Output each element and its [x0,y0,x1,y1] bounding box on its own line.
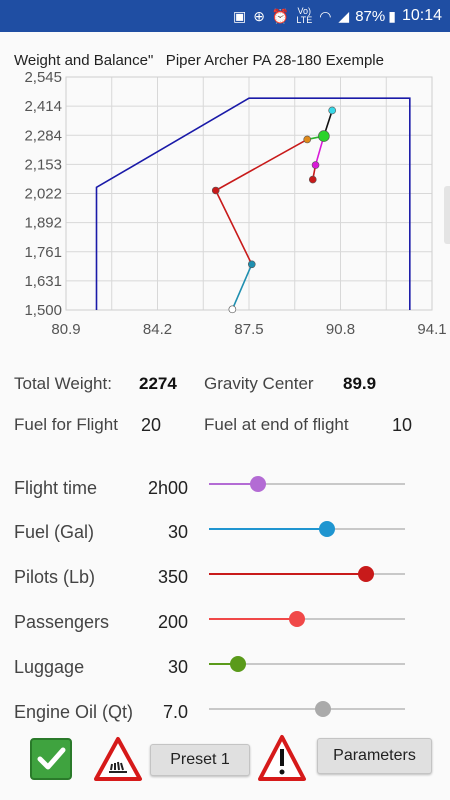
battery-percent: 87% [355,7,386,25]
slider-thumb[interactable] [314,701,331,717]
check-icon [37,747,66,770]
sim-icon: ▣ [232,7,247,24]
chart-ticks: 80.9 84.2 87.5 90.8 94.1 1,500 1,631 1,761 1,892… [24,69,446,338]
fuel-gauge-warning-icon [94,737,142,781]
slider-thumb[interactable] [289,611,306,627]
slider-label: Flight time [14,478,98,498]
confirm-checkbox[interactable] [30,738,72,780]
parameters-button[interactable]: Parameters [317,738,432,774]
x-tick-label: 84.2 [143,321,172,338]
slider-label: Luggage [14,657,85,677]
total-weight-label: Total Weight: [14,374,112,393]
engine-oil-slider[interactable] [209,701,405,717]
y-tick-label: 1,892 [24,215,62,232]
warning-icon [258,735,306,781]
slider-value: 200 [157,612,188,632]
limit-warning-button[interactable] [257,734,307,782]
chart-series [215,110,333,310]
y-tick-label: 2,153 [24,156,62,173]
slider-fill [209,483,258,485]
slider-fill [209,573,366,575]
chart-title: Weight and Balance" Piper Archer PA 28-1… [14,52,384,69]
clock: 10:14 [401,7,442,24]
slider-fill [209,528,327,530]
slider-value: 2h00 [147,478,188,498]
slider-thumb[interactable] [230,656,247,672]
gravity-center-label: Gravity Center [204,374,314,393]
chart-envelope [95,97,411,310]
y-tick-label: 2,022 [24,186,62,203]
chart-markers [211,106,336,314]
slider-fill [209,618,298,620]
weight-balance-chart: 80.9 84.2 87.5 90.8 94.1 1,500 1,631 1,761 1,892… [24,69,446,338]
fuel-end-value: 10 [392,415,413,435]
battery-icon: ▮ [388,7,396,24]
luggage-slider[interactable] [209,656,405,672]
data-point [247,260,256,269]
slider-fill [209,663,239,665]
fuel-warning-button[interactable] [93,736,143,782]
y-tick-label: 1,500 [24,302,62,319]
add-icon: ⊕ [253,7,265,24]
wifi-icon: ◠ [319,7,332,24]
fuel-for-flight-label: Fuel for Flight [14,415,118,434]
preset-button[interactable]: Preset 1 [150,744,250,776]
y-tick-label: 2,284 [24,127,62,144]
y-tick-label: 1,761 [24,244,62,261]
x-tick-label: 94.1 [417,321,446,338]
slider-value: 350 [157,567,188,587]
plot-frame [65,76,433,311]
data-point [303,135,312,144]
alarm-icon: ⏰ [271,7,290,24]
slider-thumb[interactable] [318,521,335,537]
slider-label: Fuel (Gal) [14,522,95,542]
series-line [215,138,308,192]
y-tick-label: 2,414 [24,98,62,115]
data-point [211,186,220,195]
slider-label: Passengers [14,612,110,632]
data-point [318,130,330,142]
slider-value: 30 [167,522,188,542]
fuel-end-label: Fuel at end of flight [204,415,349,434]
y-tick-label: 1,631 [24,273,62,290]
data-point [311,161,320,169]
slider-value: 7.0 [162,702,188,722]
series-line [231,263,253,310]
data-point [328,106,336,115]
total-weight-value: 2274 [139,374,177,393]
cg-envelope-line [95,97,411,310]
slider-label: Pilots (Lb) [14,567,96,587]
chart-grid [65,76,433,311]
x-tick-label: 87.5 [234,321,263,338]
x-tick-label: 80.9 [51,321,80,338]
y-tick-label: 2,545 [24,69,62,86]
signal-icon: ◢ [338,7,350,24]
slider-fill [209,708,323,710]
flight-time-slider[interactable] [209,476,405,492]
fuel-slider[interactable] [209,521,405,537]
passengers-slider[interactable] [209,611,405,627]
data-point [228,305,237,314]
status-bar: ▣ ⊕ ⏰ Vo) LTE ◠ ◢ 87% ▮ 10:14 [0,0,450,32]
volte-icon: Vo) LTE [296,6,313,25]
data-point [308,175,317,184]
series-line [215,190,253,265]
bottom-toolbar: Preset 1 Parameters [0,732,450,800]
x-tick-label: 90.8 [326,321,355,338]
pilots-slider[interactable] [209,566,405,582]
gravity-center-value: 89.9 [343,374,377,393]
slider-thumb[interactable] [250,476,266,492]
edge-panel-handle[interactable] [444,186,450,244]
slider-label: Engine Oil (Qt) [14,702,134,722]
fuel-for-flight-value: 20 [141,415,162,435]
slider-thumb[interactable] [357,566,374,582]
slider-value: 30 [167,657,188,677]
